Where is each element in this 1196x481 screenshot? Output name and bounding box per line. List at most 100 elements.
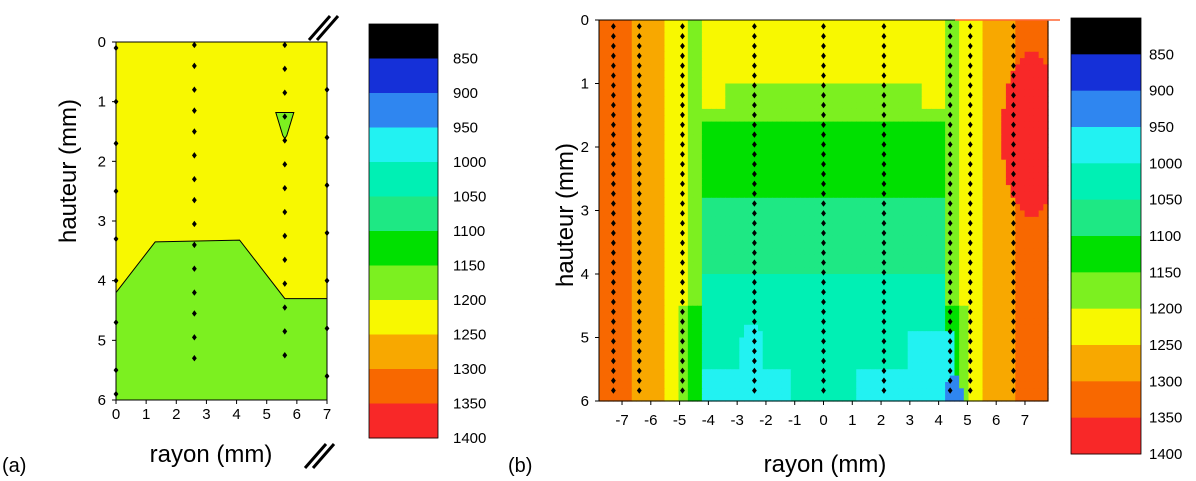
heatmap-cell <box>949 337 956 345</box>
heatmap-cell <box>818 242 825 250</box>
heatmap-cell <box>659 147 666 154</box>
heatmap-cell <box>613 83 619 91</box>
heatmap-cell <box>982 147 988 154</box>
heatmap-cell <box>818 324 825 332</box>
heatmap-cell <box>725 83 731 91</box>
heatmap-cell <box>645 153 652 161</box>
heatmap-cell <box>996 108 1002 116</box>
heatmap-cell <box>846 305 853 313</box>
heatmap-cell <box>814 32 820 40</box>
heatmap-cell <box>790 77 797 85</box>
heatmap-cell <box>804 26 811 34</box>
heatmap-cell <box>795 254 801 262</box>
heatmap-cell <box>996 140 1002 148</box>
heatmap-cell <box>963 26 970 34</box>
heatmap-cell <box>860 223 867 231</box>
heatmap-cell <box>748 178 754 186</box>
heatmap-cell <box>641 204 647 212</box>
heatmap-cell <box>945 96 951 104</box>
heatmap-cell <box>991 324 998 332</box>
heatmap-cell <box>1005 127 1012 135</box>
heatmap-cell <box>753 331 759 339</box>
heatmap-cell <box>851 299 857 307</box>
heatmap-cell <box>991 286 998 294</box>
heatmap-cell <box>650 121 656 129</box>
heatmap-cell <box>795 147 801 154</box>
heatmap-cell <box>912 235 918 243</box>
heatmap-cell <box>879 293 885 300</box>
heatmap-cell <box>982 235 988 243</box>
heatmap-cell <box>743 172 750 180</box>
heatmap-cell <box>945 121 951 129</box>
heatmap-cell <box>856 337 862 345</box>
heatmap-cell <box>912 172 918 180</box>
heatmap-cell <box>926 197 932 205</box>
heatmap-cell <box>828 178 834 186</box>
heatmap-cell <box>762 210 768 218</box>
heatmap-cell <box>954 178 960 186</box>
heatmap-cell <box>645 58 652 66</box>
heatmap-cell <box>729 58 736 66</box>
heatmap-cell <box>898 45 904 53</box>
heatmap-cell <box>1038 286 1044 294</box>
heatmap-cell <box>608 204 614 212</box>
heatmap-cell <box>734 261 740 269</box>
heatmap-cell <box>701 89 708 97</box>
heatmap-cell <box>917 102 923 110</box>
heatmap-cell <box>907 153 913 161</box>
heatmap-cell <box>959 331 965 339</box>
heatmap-cell <box>636 77 642 85</box>
heatmap-cell <box>959 70 965 78</box>
heatmap-cell <box>627 153 633 161</box>
heatmap-cell <box>711 102 717 110</box>
heatmap-cell <box>627 32 633 40</box>
heatmap-cell <box>599 274 605 281</box>
heatmap-cell <box>655 89 661 97</box>
heatmap-cell <box>949 115 956 123</box>
heatmap-cell <box>898 89 904 97</box>
heatmap-cell <box>800 229 806 237</box>
heatmap-cell <box>697 89 703 97</box>
heatmap-cell <box>659 83 666 91</box>
heatmap-cell <box>818 216 825 224</box>
heatmap-cell <box>945 293 951 300</box>
heatmap-cell <box>800 115 806 123</box>
heatmap-cell <box>917 39 923 46</box>
heatmap-cell <box>706 20 712 27</box>
heatmap-cell <box>776 178 783 186</box>
heatmap-cell <box>809 274 815 281</box>
heatmap-cell <box>898 229 904 237</box>
heatmap-cell <box>795 178 801 186</box>
heatmap-cell <box>804 216 811 224</box>
heatmap-cell <box>687 254 694 262</box>
heatmap-cell <box>870 121 876 129</box>
heatmap-cell <box>949 324 956 332</box>
heatmap-cell <box>973 337 979 345</box>
heatmap-cell <box>1019 45 1026 53</box>
heatmap-cell <box>874 261 881 269</box>
heatmap-cell <box>856 318 862 326</box>
heatmap-cell <box>954 312 960 320</box>
heatmap-cell <box>1043 331 1049 339</box>
heatmap-cell <box>973 159 979 167</box>
heatmap-cell <box>954 45 960 53</box>
heatmap-cell <box>917 185 923 193</box>
heatmap-cell <box>870 26 876 34</box>
heatmap-cell <box>762 274 768 281</box>
heatmap-cell <box>973 185 979 193</box>
heatmap-cell <box>627 261 633 269</box>
heatmap-cell <box>762 324 768 332</box>
heatmap-cell <box>758 172 764 180</box>
heatmap-cell <box>720 83 726 91</box>
heatmap-cell <box>1043 64 1049 72</box>
heatmap-cell <box>991 172 998 180</box>
heatmap-cell <box>991 235 998 243</box>
heatmap-cell <box>627 242 633 250</box>
heatmap-cell <box>982 229 988 237</box>
heatmap-cell <box>776 280 783 288</box>
heatmap-cell <box>1019 134 1026 142</box>
heatmap-cell <box>1005 261 1012 269</box>
heatmap-cell <box>720 127 726 135</box>
heatmap-cell <box>823 147 829 154</box>
heatmap-cell <box>987 267 993 275</box>
